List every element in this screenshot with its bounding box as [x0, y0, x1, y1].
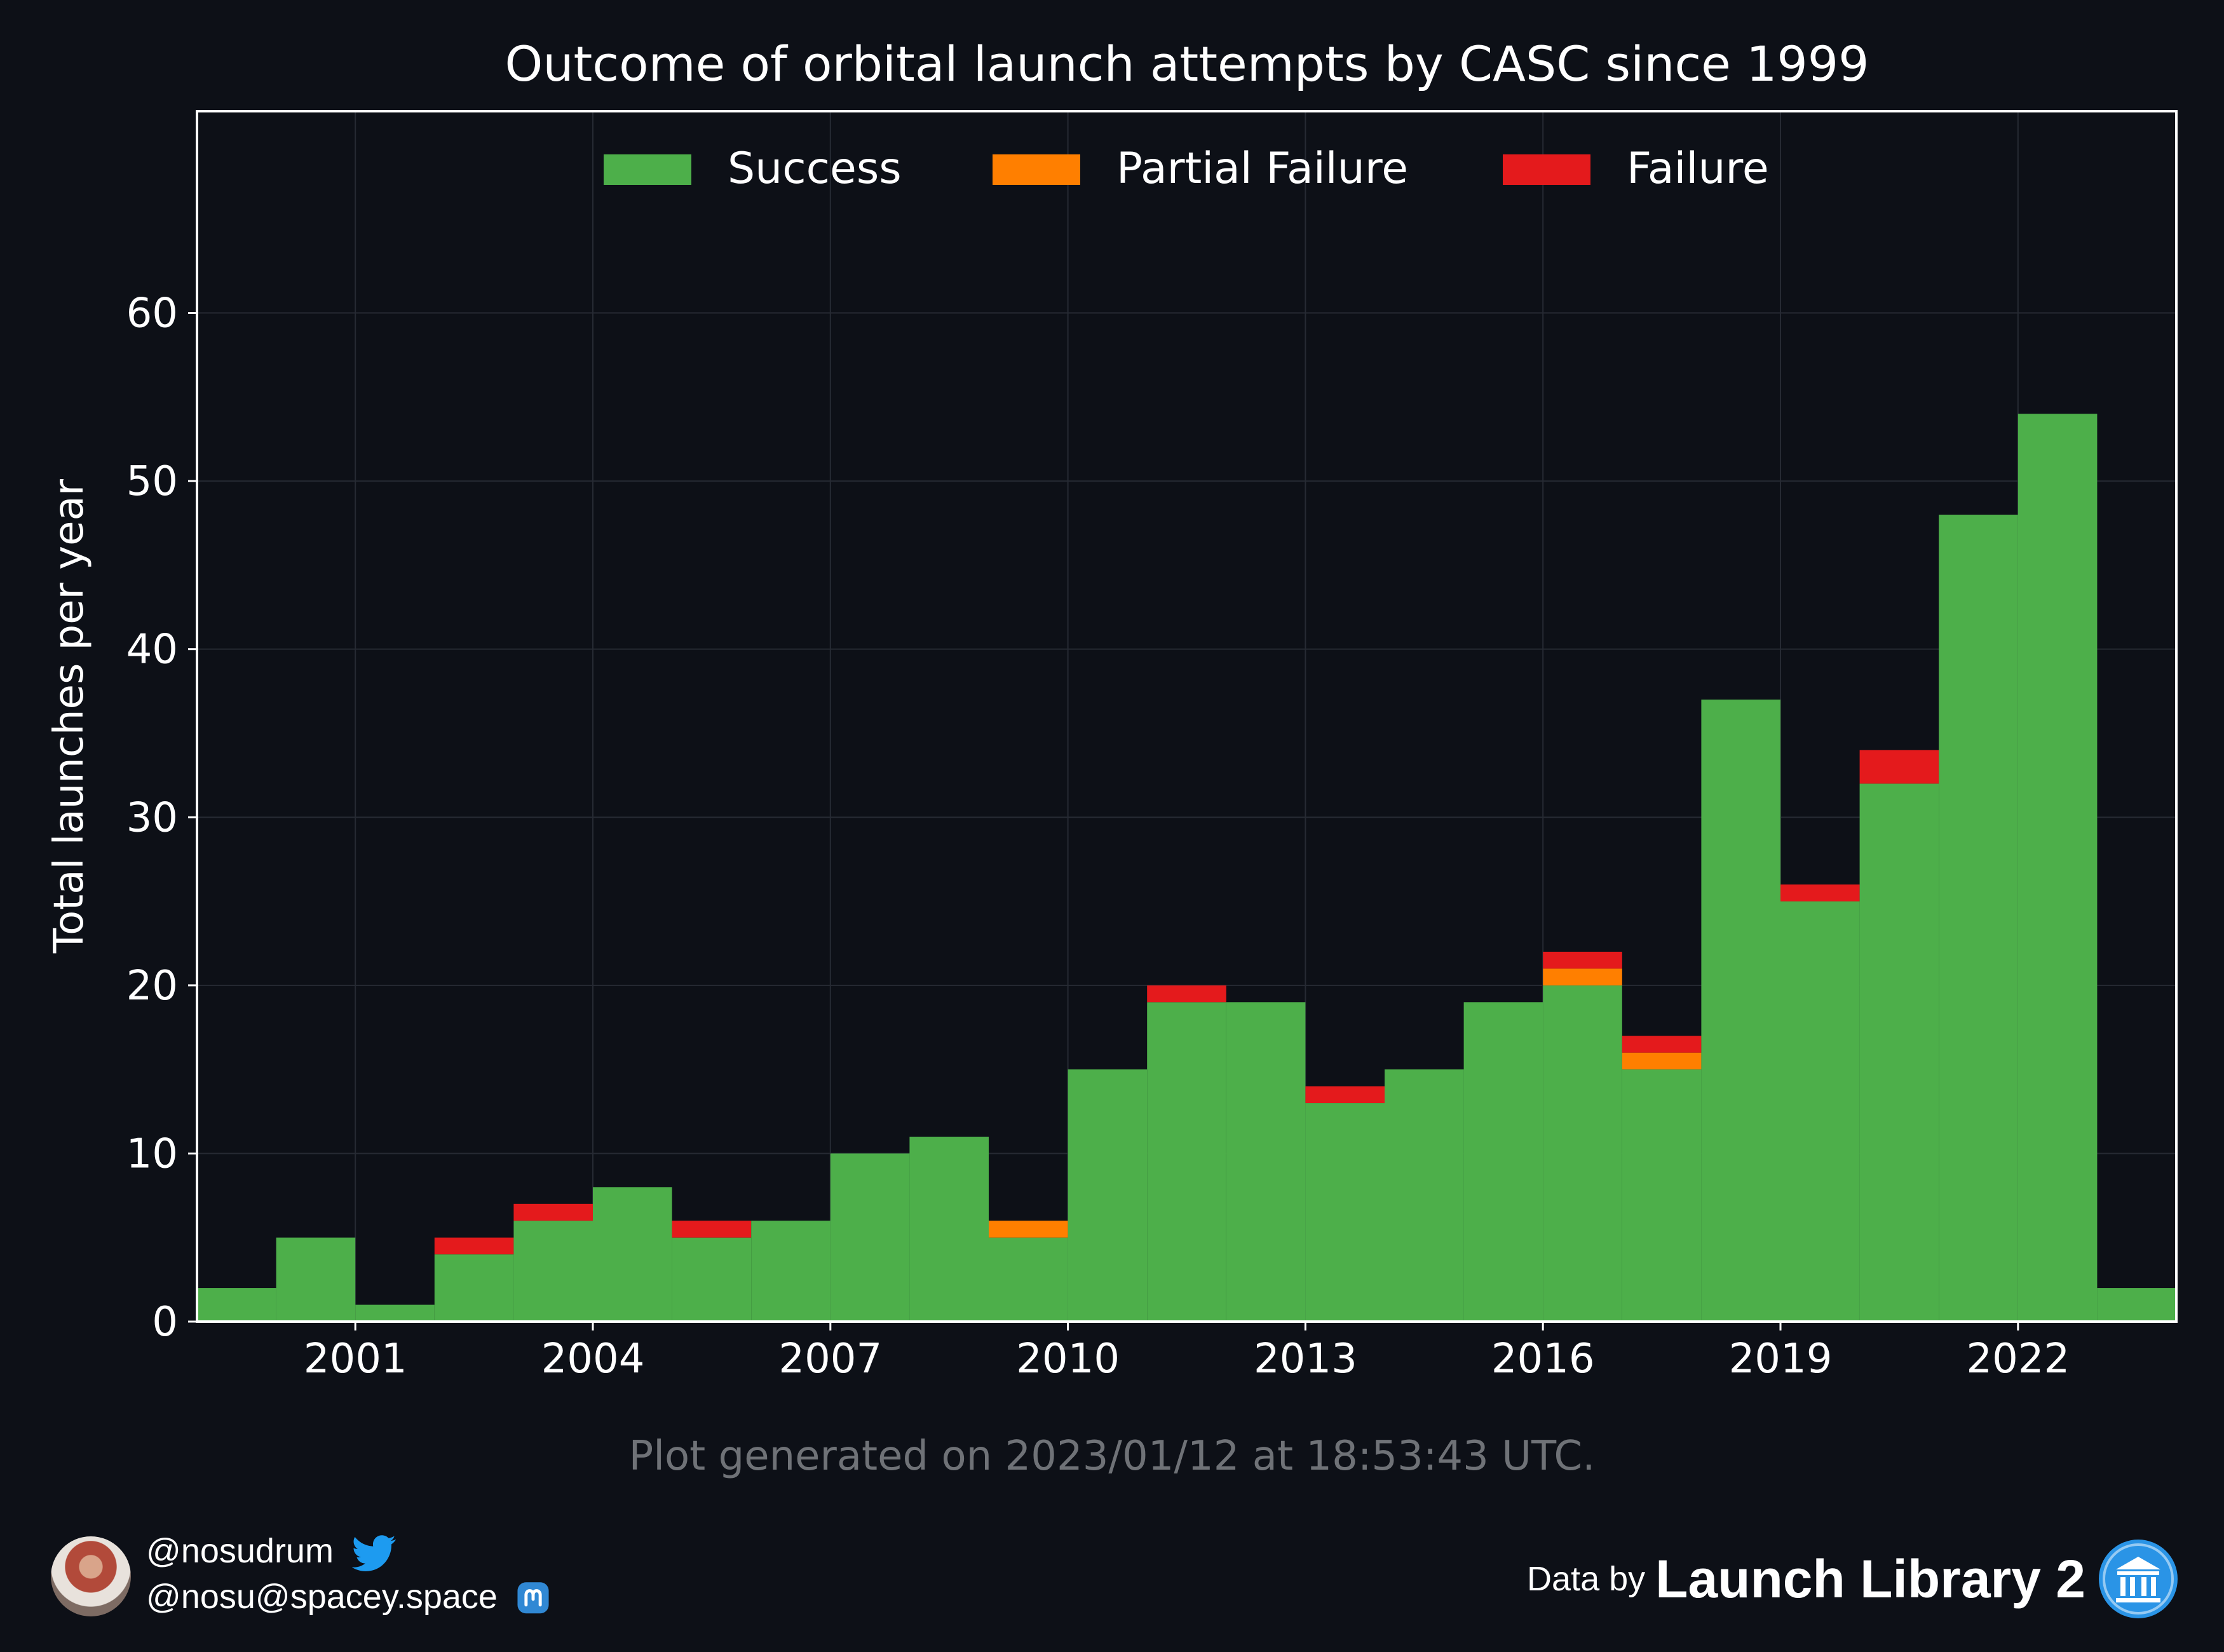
chart-title: Outcome of orbital launch attempts by CA…: [505, 36, 1869, 92]
mastodon-icon: [517, 1581, 549, 1614]
bar-success-2001: [355, 1304, 435, 1322]
x-tick-label: 2016: [1491, 1336, 1595, 1383]
x-axis-ticks: 2001 2004 2007 2010 2013 2016 2019 2022: [304, 1322, 2070, 1383]
bar-success-2019: [1780, 901, 1860, 1322]
y-tick-label: 30: [126, 794, 178, 841]
data-by-label: Data by: [1527, 1560, 1646, 1598]
y-tick-label: 50: [126, 458, 178, 505]
twitter-handle-row[interactable]: @nosudrum: [146, 1531, 397, 1572]
x-tick-label: 2001: [304, 1336, 407, 1383]
bar-success-2007: [830, 1153, 910, 1322]
bar-success-2005: [672, 1237, 752, 1322]
bar-success-2017: [1622, 1069, 1702, 1322]
mastodon-handle-row[interactable]: @nosu@spacey.space: [146, 1577, 550, 1618]
author-avatar: [51, 1536, 131, 1616]
bar-success-2004: [593, 1187, 672, 1322]
x-tick-label: 2004: [541, 1336, 645, 1383]
data-source-name[interactable]: Launch Library 2: [1655, 1548, 2085, 1609]
bar-success-2014: [1385, 1069, 1464, 1322]
bar-success-2022: [2017, 414, 2098, 1322]
bar-success-2013: [1305, 1103, 1385, 1322]
bar-success-2016: [1543, 985, 1622, 1322]
legend-label-partial-failure: Partial Failure: [1116, 144, 1408, 194]
x-tick-label: 2013: [1254, 1336, 1357, 1383]
library-building-icon: [2099, 1540, 2178, 1618]
x-tick-label: 2022: [1966, 1336, 2070, 1383]
bar-success-2010: [1068, 1069, 1148, 1322]
bar-success-2023: [2097, 1288, 2176, 1322]
bar-success-2020: [1859, 783, 1939, 1322]
bar-failure-2013: [1305, 1086, 1385, 1104]
bar-success-2011: [1147, 1002, 1226, 1322]
bar-success-2021: [1939, 515, 2018, 1322]
bar-success-2008: [909, 1136, 989, 1322]
x-tick-label: 2010: [1016, 1336, 1120, 1383]
bar-success-2003: [513, 1221, 593, 1322]
bar-success-2015: [1463, 1002, 1543, 1322]
bar-partial-failure-2016: [1543, 968, 1622, 985]
bar-success-2006: [751, 1221, 831, 1322]
bar-success-2002: [434, 1254, 514, 1322]
bar-partial-failure-2017: [1622, 1052, 1702, 1070]
x-tick-label: 2019: [1729, 1336, 1833, 1383]
legend-swatch-partial-failure: [993, 154, 1080, 185]
bar-failure-2017: [1622, 1036, 1702, 1053]
bar-failure-2016: [1543, 951, 1622, 969]
legend-swatch-success: [604, 154, 691, 185]
x-tick-label: 2007: [778, 1336, 882, 1383]
plot-frame: [196, 110, 2178, 1323]
legend-label-success: Success: [728, 144, 902, 194]
bar-failure-2011: [1147, 985, 1226, 1003]
twitter-bird-icon: [351, 1535, 397, 1571]
bar-success-1999: [197, 1288, 276, 1322]
twitter-handle[interactable]: @nosudrum: [146, 1532, 334, 1570]
bar-failure-2020: [1859, 750, 1939, 784]
y-tick-label: 0: [152, 1299, 178, 1346]
legend: Success Partial Failure Failure: [604, 144, 1769, 194]
data-source-credit: Data by Launch Library 2: [1527, 1538, 2180, 1620]
bar-partial-failure-2009: [989, 1221, 1068, 1238]
y-axis-ticks: 0 10 20 30 40 50 60: [126, 290, 197, 1346]
bar-success-2012: [1226, 1002, 1306, 1322]
bar-success-2000: [276, 1237, 356, 1322]
bar-failure-2019: [1780, 884, 1860, 902]
launch-outcome-chart: Outcome of orbital launch attempts by CA…: [46, 36, 2178, 1383]
y-tick-label: 40: [126, 626, 178, 674]
bar-success-2018: [1701, 700, 1780, 1322]
y-tick-label: 60: [126, 290, 178, 337]
y-tick-label: 10: [126, 1130, 178, 1177]
bar-failure-2003: [513, 1203, 593, 1221]
bar-failure-2005: [672, 1221, 752, 1238]
bar-success-2009: [989, 1237, 1068, 1322]
y-axis-label: Total launches per year: [46, 478, 93, 954]
mastodon-handle[interactable]: @nosu@spacey.space: [146, 1578, 498, 1616]
legend-swatch-failure: [1503, 154, 1590, 185]
legend-label-failure: Failure: [1627, 144, 1769, 194]
y-tick-label: 20: [126, 963, 178, 1010]
bar-failure-2002: [434, 1237, 514, 1255]
generated-timestamp-note: Plot generated on 2023/01/12 at 18:53:43…: [628, 1433, 1596, 1480]
stacked-bars: [197, 414, 2176, 1322]
